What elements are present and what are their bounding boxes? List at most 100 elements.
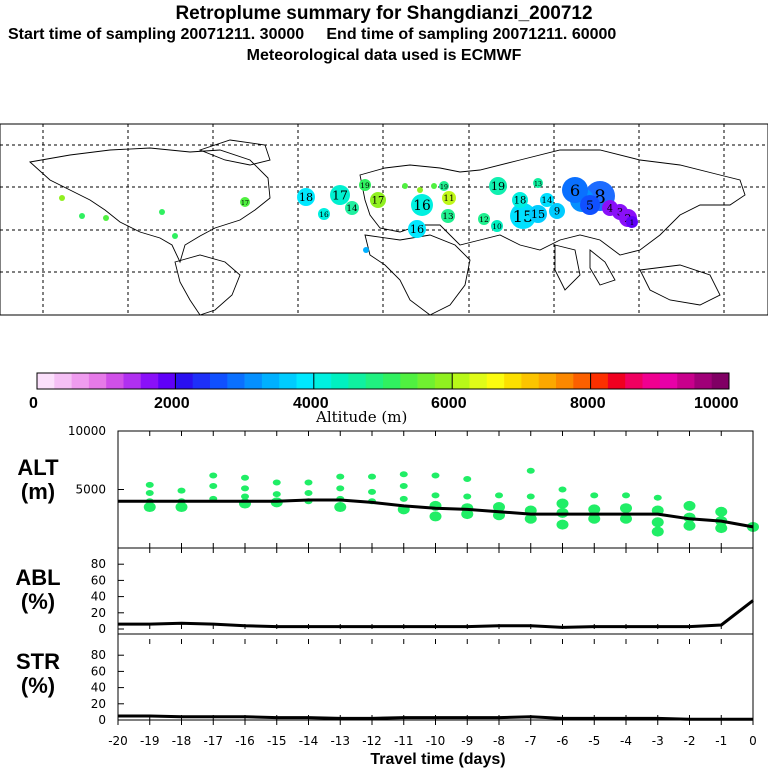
plume-marker-label: 6 (570, 181, 580, 200)
alt-label-line1: ALT (17, 455, 59, 480)
alt-scatter-point (715, 506, 728, 517)
plume-marker (441, 209, 455, 223)
plume-marker-small (431, 183, 437, 189)
chart-title: Retroplume summary for Shangdianzi_20071… (175, 3, 593, 24)
xtick-label: -12 (362, 734, 382, 748)
colorbar-swatch (556, 373, 574, 389)
alt-scatter-point (683, 500, 696, 511)
colorbar-swatch (590, 373, 609, 389)
colorbar-swatch (625, 373, 643, 389)
plume-marker-label: 16 (413, 198, 431, 214)
xtick-label: -10 (426, 734, 446, 748)
str-panel-label: STR (%) (8, 650, 68, 698)
plume-marker-label: 13 (442, 212, 453, 222)
abl-ytick-label: 60 (91, 573, 106, 587)
plume-marker-label: 1 (630, 218, 635, 227)
abl-series-line (118, 599, 754, 629)
colorbar-swatch (434, 373, 453, 389)
plume-marker (510, 203, 536, 229)
alt-scatter-point (588, 504, 601, 515)
alt-scatter-point (588, 513, 601, 524)
colorbar-swatch (677, 373, 695, 389)
alt-scatter-point (145, 490, 154, 497)
plume-marker-label: 18 (299, 191, 313, 204)
str-label-line1: STR (16, 649, 60, 674)
abl-ytick-label: 40 (91, 590, 106, 604)
alt-scatter-point (399, 482, 408, 489)
alt-scatter-point (336, 485, 345, 492)
plume-marker (529, 205, 547, 223)
colorbar-swatch (486, 373, 505, 389)
alt-scatter-point (399, 471, 408, 478)
plume-marker-label: 10 (492, 222, 502, 231)
colorbar-swatch (538, 373, 557, 389)
alt-scatter-point (241, 485, 249, 492)
alt-scatter-point (272, 479, 281, 486)
colorbar-swatch (71, 373, 90, 389)
colorbar-swatch (659, 373, 678, 389)
alt-scatter-point (336, 473, 345, 480)
plume-marker-label: 19 (491, 180, 505, 193)
plume-marker (439, 181, 449, 191)
colorbar-swatch (607, 373, 626, 389)
str-label-line2: (%) (20, 673, 56, 698)
colorbar-frame (36, 372, 730, 390)
colorbar-swatch (521, 373, 539, 389)
alt-scatter-point (334, 502, 347, 513)
met-data-source: Meteorological data used is ECMWF (246, 47, 522, 64)
colorbar-swatch (37, 373, 55, 389)
xtick-label: -8 (493, 734, 505, 748)
plume-marker-small (417, 187, 423, 193)
plume-marker (512, 192, 528, 208)
plume-marker-label: 14 (541, 196, 553, 206)
abl-ytick-label: 0 (98, 622, 106, 636)
colorbar-swatch (227, 373, 245, 389)
plume-marker-small (402, 183, 408, 189)
plume-marker (442, 191, 456, 205)
alt-scatter-point (241, 493, 249, 500)
colorbar-tick-2000: 2000 (154, 395, 190, 412)
alt-scatter-point (493, 502, 505, 513)
colorbar-title: Altitude (m) (316, 408, 408, 426)
abl-label-line2: (%) (20, 589, 56, 614)
plume-marker-label: 16 (319, 210, 329, 219)
plume-marker-small (172, 233, 178, 239)
plume-marker (491, 220, 503, 232)
abl-ytick-label: 80 (91, 557, 106, 571)
colorbar-swatch (400, 373, 418, 389)
plume-marker-label: 14 (346, 204, 358, 214)
colorbar-swatch (261, 373, 280, 389)
plume-marker-label: 18 (514, 196, 527, 207)
alt-scatter-point (651, 517, 664, 528)
plume-markers: 1817141619151619171615131211109876543211… (59, 177, 638, 253)
colorbar-swatch (296, 373, 315, 389)
colorbar-tick-4000: 4000 (293, 395, 329, 412)
plume-marker-label: 5 (586, 198, 594, 213)
alt-scatter-point (177, 487, 186, 494)
colorbar-swatch (244, 373, 263, 389)
xtick-label: -1 (715, 734, 727, 748)
plume-marker-label: 16 (410, 223, 424, 236)
xtick-label: -16 (235, 734, 255, 748)
alt-ytick-label: 5000 (75, 483, 106, 497)
colorbar-swatch (694, 373, 712, 389)
xtick-label: -15 (267, 734, 287, 748)
plume-marker (318, 208, 330, 220)
alt-label-line2: (m) (20, 479, 56, 504)
plume-marker (549, 203, 565, 219)
xtick-label: -2 (684, 734, 696, 748)
colorbar-tick-0: 0 (29, 395, 38, 412)
plume-marker (411, 194, 433, 216)
colorbar-swatch (365, 373, 384, 389)
plume-marker-label: 3 (617, 208, 623, 219)
plume-marker-label: 12 (479, 215, 489, 224)
alt-scatter-point (429, 511, 442, 522)
plume-marker-label: 4 (607, 204, 613, 215)
alt-scatter-point (209, 482, 218, 489)
colorbar-swatch (348, 373, 366, 389)
str-series-line (118, 714, 753, 721)
colorbar-swatch (106, 373, 124, 389)
plume-marker (330, 185, 350, 205)
alt-scatter-point (463, 493, 472, 500)
plume-marker (489, 177, 507, 195)
